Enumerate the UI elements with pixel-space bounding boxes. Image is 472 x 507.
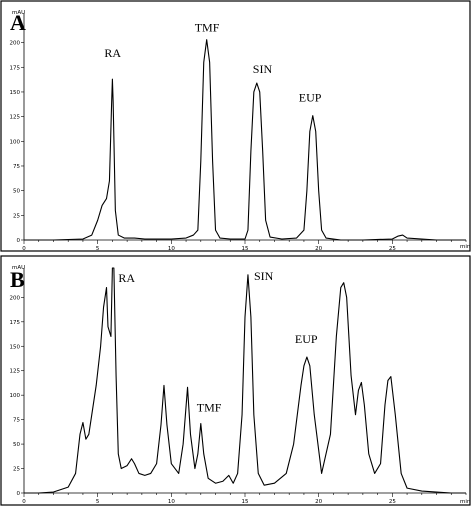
y-tick-label: 150 (10, 344, 21, 350)
x-tick-label: 15 (242, 246, 249, 252)
panel-a-yticks: 0 25 50 75 100 125 150 175 200 (10, 41, 24, 244)
peak-label-ra: RA (104, 46, 121, 60)
x-tick-label: 5 (96, 499, 100, 505)
peak-label-eup: EUP (295, 332, 318, 346)
x-tick-label: 10 (168, 499, 175, 505)
peak-label-eup: EUP (299, 91, 322, 105)
panel-b-trace (24, 267, 466, 494)
peak-label-sin: SIN (253, 62, 273, 76)
x-tick-label: 20 (315, 499, 322, 505)
y-tick-label: 150 (10, 90, 21, 96)
y-tick-label: 75 (13, 164, 20, 170)
panel-a-ylabel: mAU (12, 10, 25, 16)
panel-b-yticks: 0 25 50 75 100 125 150 175 200 (10, 295, 24, 497)
peak-label-sin: SIN (254, 269, 274, 283)
y-tick-label: 100 (10, 393, 21, 399)
y-tick-label: 0 (17, 491, 21, 497)
peak-label-tmf: TMF (197, 401, 222, 415)
y-tick-label: 50 (13, 189, 20, 195)
peak-label-tmf: TMF (195, 21, 220, 35)
panel-b-label: B (10, 267, 25, 292)
x-tick-label: 15 (242, 499, 249, 505)
y-tick-label: 125 (10, 115, 21, 121)
y-tick-label: 125 (10, 369, 21, 375)
x-tick-label: 25 (389, 246, 396, 252)
y-tick-label: 75 (13, 418, 20, 424)
y-tick-label: 200 (10, 295, 21, 301)
peak-label-ra: RA (118, 271, 135, 285)
x-tick-label: 0 (22, 499, 26, 505)
panel-b-frame (0, 255, 471, 506)
panel-b-ylabel: mAU (12, 265, 25, 271)
y-tick-label: 100 (10, 139, 21, 145)
x-tick-label: 0 (22, 246, 26, 252)
x-tick-label: 20 (315, 246, 322, 252)
panel-a-xlabel: min (460, 244, 471, 250)
panel-b-peak-labels: RA TMF SIN EUP (118, 269, 317, 415)
x-tick-label: 25 (389, 499, 396, 505)
panel-a-peak-labels: RA TMF SIN EUP (104, 21, 321, 105)
x-tick-label: 5 (96, 246, 100, 252)
panel-b: B mAU min 0 25 50 75 100 125 150 175 200 0 5 10 15 2… (0, 255, 471, 506)
y-tick-label: 0 (17, 238, 21, 244)
panel-a-label: A (10, 10, 26, 35)
panel-b-xlabel: min (460, 499, 471, 505)
y-tick-label: 25 (13, 467, 20, 473)
panel-a-frame (0, 0, 471, 252)
panel-a: A mAU min 0 25 50 75 100 125 150 175 200 0 5 10 15 2… (0, 0, 471, 252)
x-tick-label: 10 (168, 246, 175, 252)
y-tick-label: 175 (10, 320, 21, 326)
y-tick-label: 25 (13, 213, 20, 219)
y-tick-label: 50 (13, 442, 20, 448)
y-tick-label: 175 (10, 65, 21, 71)
panel-a-trace (24, 39, 466, 241)
y-tick-label: 200 (10, 41, 21, 47)
